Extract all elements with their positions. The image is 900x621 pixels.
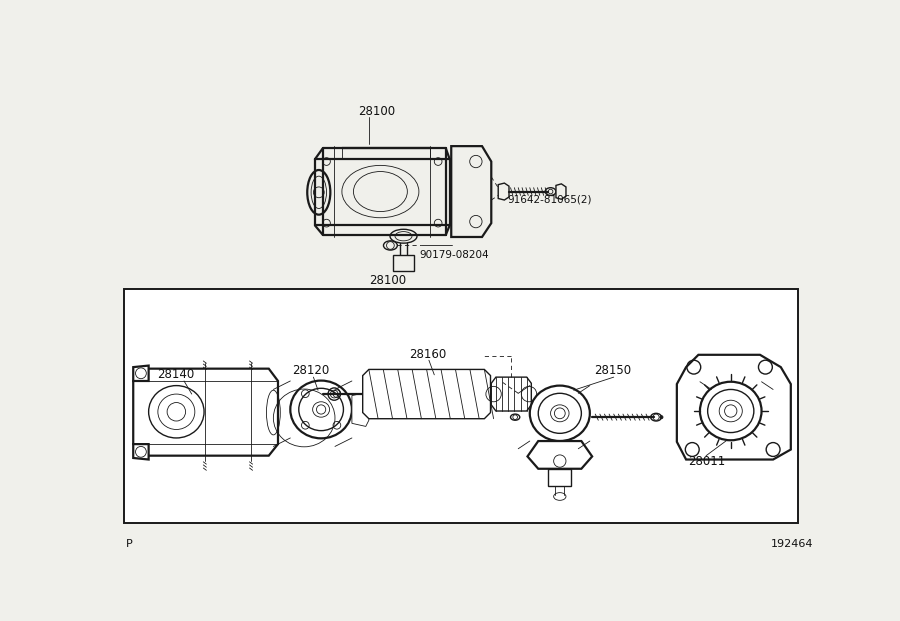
Polygon shape xyxy=(133,366,148,381)
Text: 90179-08204: 90179-08204 xyxy=(418,250,489,260)
Polygon shape xyxy=(133,369,278,456)
Ellipse shape xyxy=(291,381,352,438)
Polygon shape xyxy=(499,183,509,200)
Polygon shape xyxy=(556,184,566,199)
Polygon shape xyxy=(527,441,592,469)
Text: 91642-81065(2): 91642-81065(2) xyxy=(508,194,592,204)
Text: P: P xyxy=(126,539,133,549)
Text: 28150: 28150 xyxy=(594,365,631,378)
Polygon shape xyxy=(363,369,491,419)
Text: 28160: 28160 xyxy=(409,348,446,361)
Bar xyxy=(548,469,572,486)
Text: 28120: 28120 xyxy=(292,365,329,378)
Ellipse shape xyxy=(530,386,590,441)
Text: 28140: 28140 xyxy=(158,368,194,381)
Bar xyxy=(392,255,414,271)
Text: 28011: 28011 xyxy=(688,455,725,468)
Text: 28100: 28100 xyxy=(370,274,407,288)
Bar xyxy=(124,289,797,523)
Polygon shape xyxy=(352,392,369,427)
Polygon shape xyxy=(451,146,491,237)
Polygon shape xyxy=(133,444,148,460)
Polygon shape xyxy=(491,377,531,411)
Polygon shape xyxy=(677,355,791,460)
Text: 28100: 28100 xyxy=(358,105,395,118)
Text: 192464: 192464 xyxy=(770,539,814,549)
Circle shape xyxy=(660,415,663,419)
